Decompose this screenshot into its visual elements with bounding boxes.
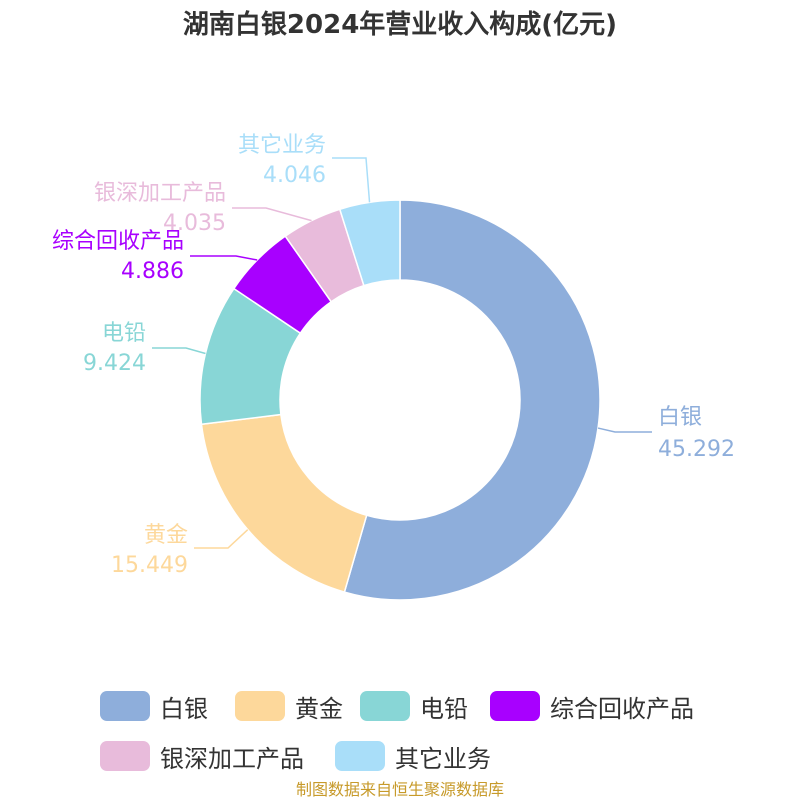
slice-label-2: 电铅	[102, 321, 146, 346]
legend-item-5[interactable]: 其它业务	[335, 738, 491, 774]
source-note: 制图数据来自恒生聚源数据库	[295, 780, 504, 799]
leader-line-4	[232, 207, 312, 222]
value-label-2: 9.424	[83, 351, 146, 376]
value-label-0: 45.292	[658, 437, 735, 462]
legend-swatch	[335, 741, 385, 771]
legend-label: 银深加工产品	[160, 744, 304, 773]
legend-swatch	[235, 691, 285, 721]
legend-label: 黄金	[295, 694, 343, 723]
legend-swatch	[490, 691, 540, 721]
slice-5	[338, 199, 401, 287]
legend-label: 其它业务	[395, 744, 491, 773]
legend-label: 电铅	[420, 694, 468, 723]
leader-line-2	[152, 347, 206, 355]
slice-0	[343, 199, 601, 601]
chart-title: 湖南白银2024年营业收入构成(亿元)	[182, 10, 618, 40]
leader-line-5	[332, 157, 371, 203]
legend-item-3[interactable]: 综合回收产品	[490, 688, 694, 724]
legend-item-2[interactable]: 电铅	[360, 688, 468, 724]
legend-item-1[interactable]: 黄金	[235, 688, 343, 724]
legend-swatch	[360, 691, 410, 721]
leader-line-1	[194, 529, 249, 549]
legend-item-4[interactable]: 银深加工产品	[100, 738, 304, 774]
value-label-5: 4.046	[263, 163, 326, 188]
slice-label-1: 黄金	[144, 523, 188, 548]
legend-item-0[interactable]: 白银	[100, 688, 208, 724]
leader-line-0	[597, 427, 652, 433]
value-label-3: 4.886	[121, 259, 184, 284]
leader-line-3	[190, 255, 258, 261]
value-label-4: 4.035	[163, 211, 226, 236]
slice-label-5: 其它业务	[238, 133, 326, 158]
slice-label-0: 白银	[658, 405, 702, 430]
value-label-1: 15.449	[111, 553, 188, 578]
legend-swatch	[100, 691, 150, 721]
slice-1	[200, 413, 368, 594]
legend-swatch	[100, 741, 150, 771]
slice-label-4: 银深加工产品	[94, 181, 226, 206]
legend-label: 综合回收产品	[550, 694, 694, 723]
slice-label-3: 综合回收产品	[52, 229, 184, 254]
legend-label: 白银	[160, 694, 208, 723]
